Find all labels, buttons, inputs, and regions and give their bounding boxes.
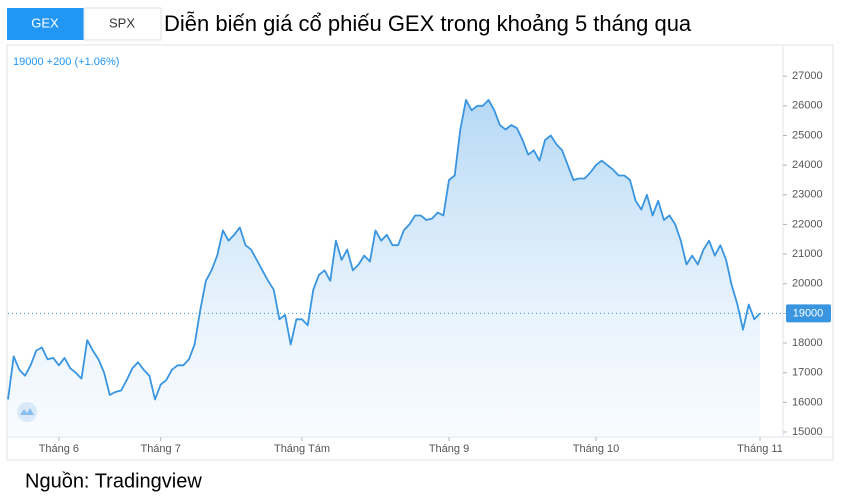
x-tick-label: Tháng 7 — [140, 443, 180, 455]
y-tick-label: 26000 — [792, 100, 823, 112]
y-tick-label: 22000 — [792, 218, 823, 230]
tab[interactable] — [83, 7, 162, 41]
last-price-badge — [786, 304, 831, 323]
y-tick-label: 24000 — [792, 159, 823, 171]
y-tick-label: 20000 — [792, 278, 823, 290]
legend-text: 19000 +200 (+1.06%) — [13, 56, 119, 68]
x-tick-label: Tháng 11 — [737, 443, 783, 455]
tab-active[interactable] — [7, 8, 84, 40]
x-tick-label: Tháng 10 — [573, 443, 619, 455]
x-tick-label: Tháng Tám — [274, 443, 330, 455]
y-tick-label: 18000 — [792, 337, 823, 349]
y-tick-label: 15000 — [792, 426, 823, 438]
y-tick-label: 17000 — [792, 367, 823, 379]
x-tick-label: Tháng 9 — [429, 443, 469, 455]
y-tick-label: 23000 — [792, 189, 823, 201]
tab-label[interactable]: GEX — [31, 15, 59, 30]
y-tick-label: 21000 — [792, 248, 823, 260]
chart-title: Diễn biến giá cổ phiếu GEX trong khoảng … — [164, 11, 692, 36]
y-tick-label: 25000 — [792, 129, 823, 141]
y-tick-label: 16000 — [792, 396, 823, 408]
area-fill — [8, 99, 760, 438]
price-line — [7, 99, 761, 401]
y-tick-label: 27000 — [792, 70, 823, 82]
x-tick-label: Tháng 6 — [39, 443, 79, 455]
tab-label[interactable]: SPX — [109, 15, 135, 30]
last-price-label: 19000 — [793, 307, 824, 319]
source: Nguồn: Tradingview — [25, 470, 202, 492]
